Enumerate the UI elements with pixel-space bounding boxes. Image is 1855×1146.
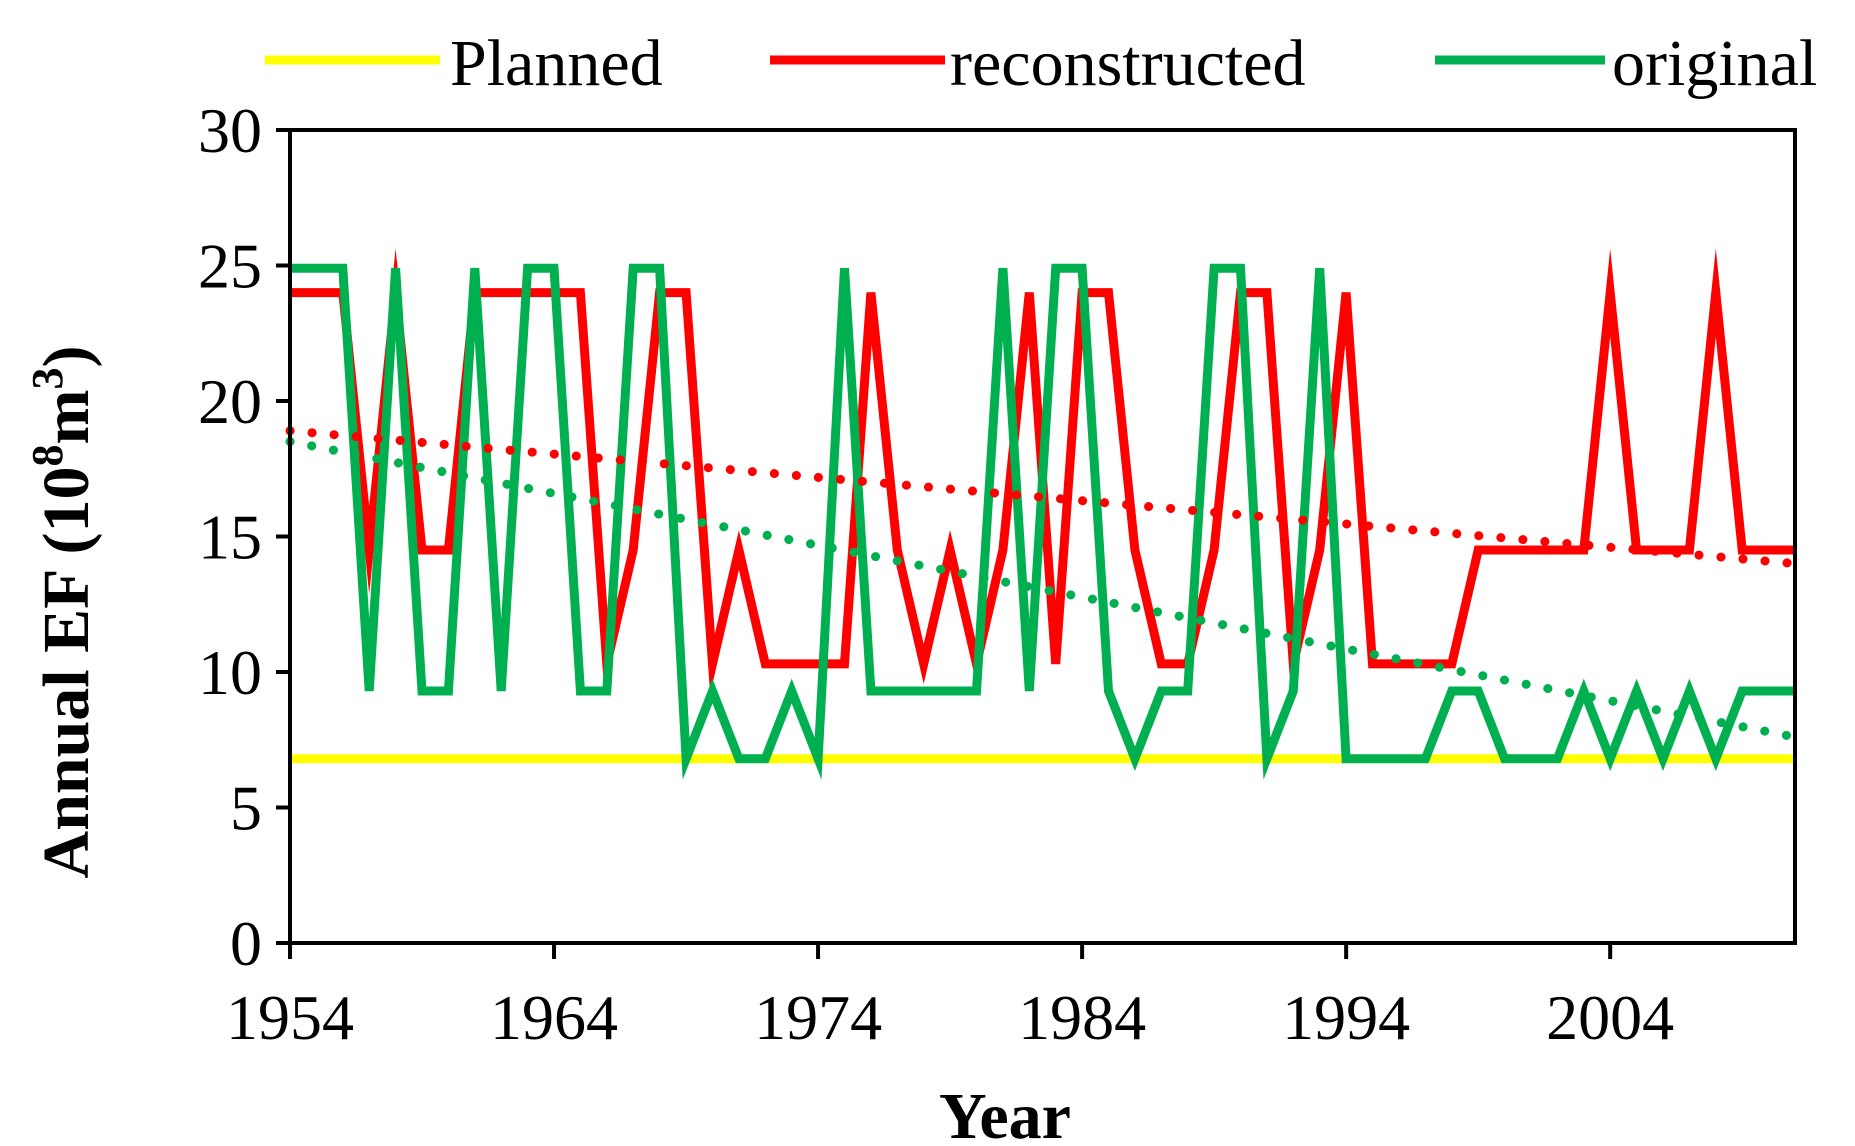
trendline-original — [285, 437, 1800, 742]
series-line-original — [290, 263, 1795, 780]
legend-label-reconstructed: reconstructed — [950, 27, 1306, 100]
y-tick-label: 15 — [198, 502, 262, 573]
y-tick-label: 0 — [230, 908, 262, 979]
y-axis-title: Annual EF (108m3) — [23, 346, 103, 879]
y-tick-label: 25 — [198, 231, 262, 302]
y-tick-label: 10 — [198, 637, 262, 708]
legend: Planned reconstructed original — [265, 27, 1817, 100]
y-tick-label: 5 — [230, 773, 262, 844]
x-tick-label: 1964 — [490, 982, 618, 1053]
series-layer — [285, 248, 1800, 780]
x-axis-title: Year — [939, 1080, 1071, 1146]
y-ticks: 0 5 10 15 20 25 30 — [198, 95, 290, 979]
x-tick-label: 1994 — [1282, 982, 1410, 1053]
x-ticks: 1954 1964 1974 1984 1994 2004 — [226, 943, 1674, 1053]
x-tick-label: 1974 — [754, 982, 882, 1053]
legend-label-original: original — [1612, 27, 1817, 100]
trendline-reconstructed — [285, 426, 1800, 569]
x-tick-label: 1984 — [1018, 982, 1146, 1053]
plot-frame — [288, 128, 1797, 945]
x-tick-label: 1954 — [226, 982, 354, 1053]
y-tick-label: 20 — [198, 366, 262, 437]
legend-label-planned: Planned — [450, 27, 663, 100]
x-tick-label: 2004 — [1546, 982, 1674, 1053]
y-tick-label: 30 — [198, 95, 262, 166]
